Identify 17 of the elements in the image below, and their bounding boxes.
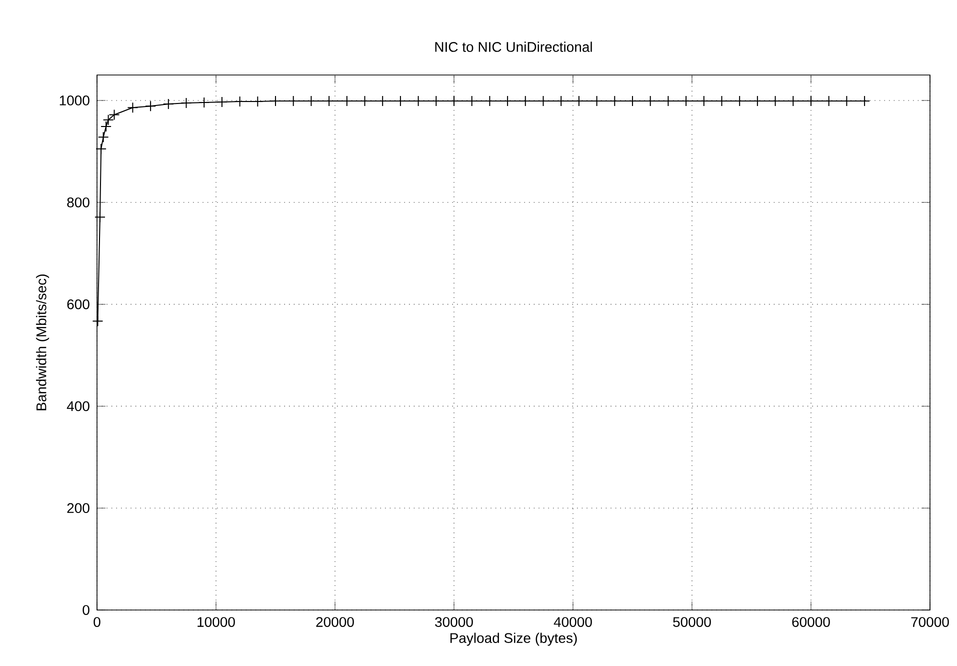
y-tick-label: 400: [66, 401, 90, 412]
x-tick-label: 0: [94, 617, 100, 627]
x-tick-label: 20000: [316, 617, 354, 627]
chart-title: NIC to NIC UniDirectional: [435, 42, 592, 52]
y-tick-label: 1000: [60, 96, 90, 106]
x-tick-label: 50000: [673, 617, 711, 627]
x-tick-label: 10000: [198, 617, 235, 627]
x-tick-label: 30000: [435, 617, 473, 627]
x-axis-title: Payload Size (bytes): [450, 632, 577, 646]
y-tick-label: 200: [67, 503, 90, 514]
x-tick-label: 70000: [911, 617, 949, 627]
x-tick-label: 40000: [554, 617, 592, 627]
x-tick-label: 60000: [792, 617, 830, 627]
y-tick-label: 600: [67, 299, 90, 310]
y-tick-label: 0: [82, 605, 90, 615]
y-tick-label: 800: [67, 197, 90, 208]
y-axis-title: Bandwidth (Mbits/sec): [36, 274, 50, 410]
